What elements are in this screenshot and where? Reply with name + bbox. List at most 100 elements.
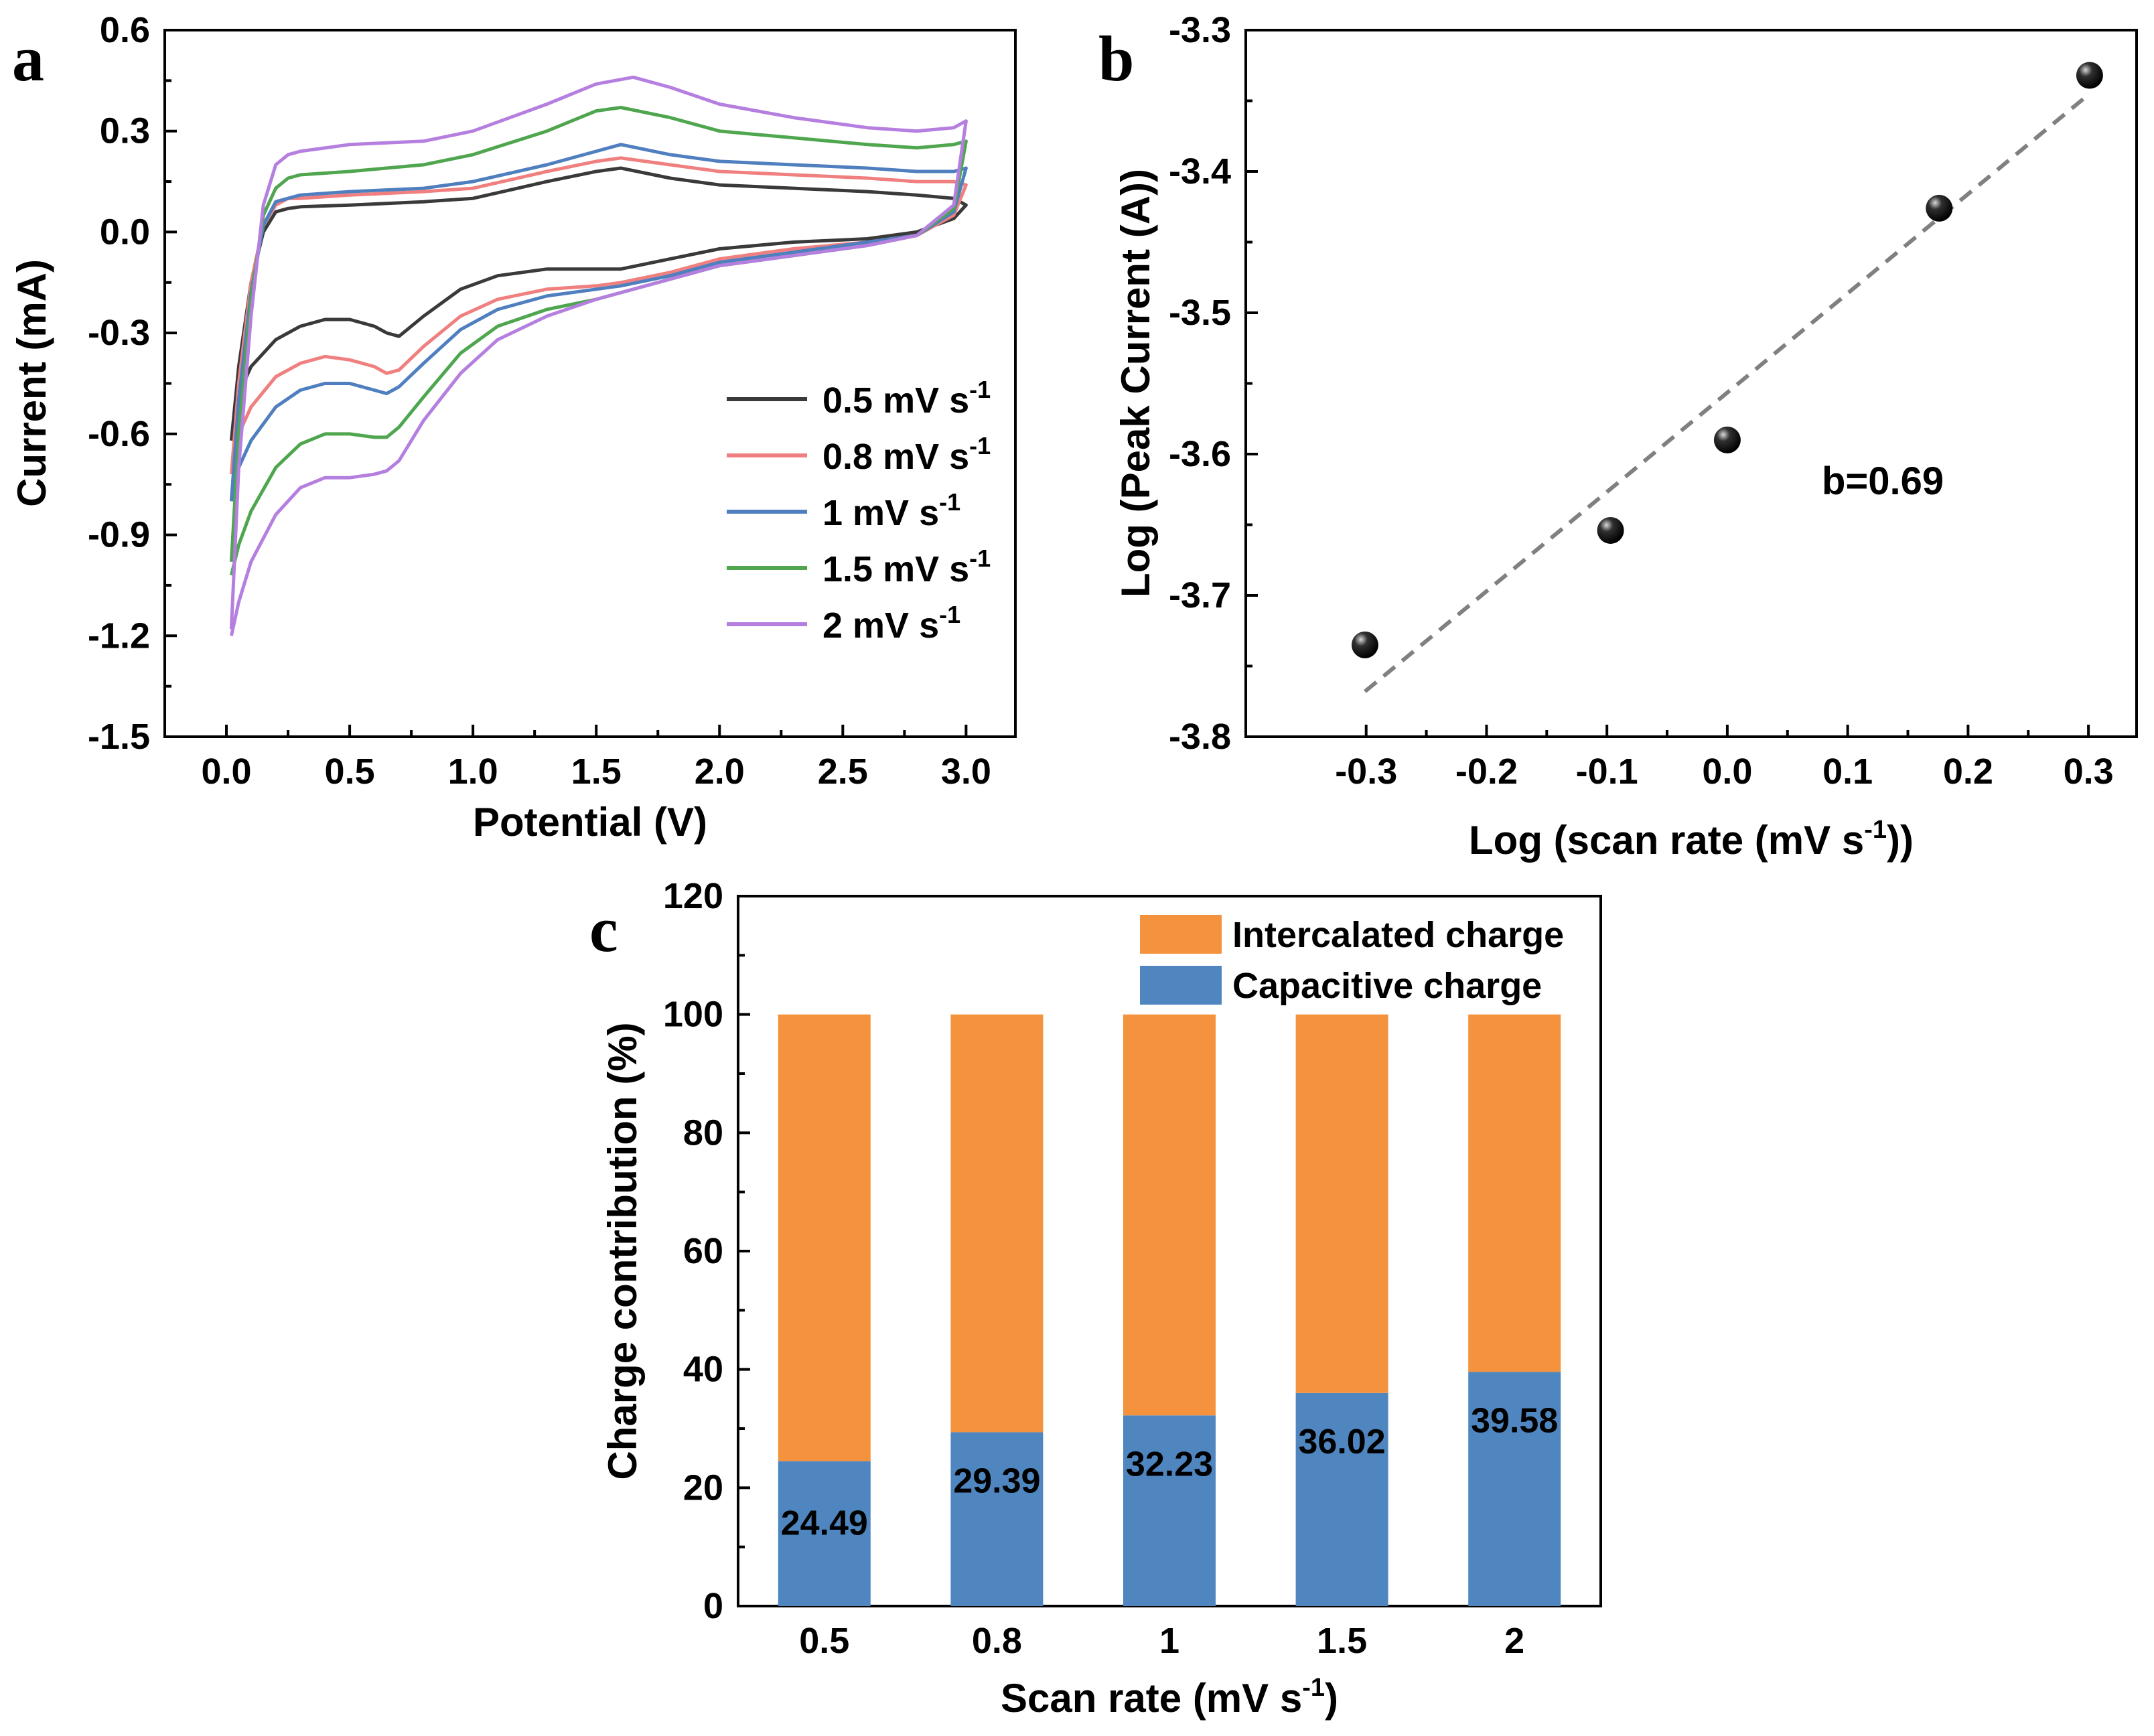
panel-c-bars: 24.49 29.39 32.23 36.02 39.58: [778, 1014, 1561, 1606]
panel-a-x-tick-label: 2.0: [695, 751, 745, 792]
panel-b-y-tick-label: -3.5: [1169, 293, 1231, 333]
panel-c-bar-capacitive: [1295, 1392, 1388, 1606]
panel-b-data-point: [1713, 426, 1741, 453]
panel-c-bar-intercalated: [1468, 1014, 1561, 1372]
panel-c-y-tick-label: 60: [683, 1231, 723, 1271]
panel-a-curves: [229, 75, 968, 636]
panel-c-bar-capacitive: [1468, 1372, 1561, 1606]
panel-b-data-point: [1597, 516, 1624, 544]
panel-c-ticks: 120 100 80 60 40 20 0 0.5 0.8 1 1.5 2: [663, 876, 1524, 1661]
panel-b-x-tick-label: -0.2: [1455, 751, 1518, 792]
panel-a-y-tick-label: 0.0: [100, 212, 150, 252]
panel-a-x-tick-label: 1.5: [571, 751, 622, 792]
panel-a-y-tick-label: -1.2: [88, 616, 150, 656]
panel-c-legend: Intercalated charge Capacitive charge: [1140, 915, 1564, 1006]
panel-b-y-tick-label: -3.6: [1169, 434, 1231, 474]
panel-b-x-tick-label: -0.3: [1335, 751, 1397, 792]
panel-c-x-axis-title-main: Scan rate (mV s: [1001, 1676, 1302, 1721]
panel-b-x-tick-label: -0.1: [1576, 751, 1638, 792]
panel-c-x-axis-title: Scan rate (mV s-1): [1001, 1674, 1338, 1721]
panel-b-x-axis-title-main: Log (scan rate (mV s: [1469, 818, 1864, 863]
panel-c-y-tick-label: 0: [703, 1586, 723, 1626]
panel-c-y-tick-label: 40: [683, 1350, 723, 1390]
panel-b-x-tick-label: 0.1: [1822, 751, 1873, 792]
panel-a-y-tick-label: -0.9: [88, 515, 150, 555]
panel-a-x-axis-title: Potential (V): [473, 800, 707, 845]
panel-c-x-axis-title-sup: -1: [1302, 1674, 1325, 1702]
panel-a-letter: a: [12, 23, 44, 94]
panel-c-y-tick-label: 80: [683, 1112, 723, 1153]
panel-c-letter: c: [589, 893, 618, 965]
panel-c-legend-swatch: [1140, 966, 1222, 1005]
panel-c-bar-intercalated: [950, 1014, 1044, 1433]
panel-c-x-tick-label: 1: [1159, 1621, 1179, 1661]
panel-b-x-axis-title: Log (scan rate (mV s-1)): [1469, 816, 1914, 863]
panel-c-bar-capacitive: [778, 1461, 871, 1606]
panel-a-x-tick-label: 0.0: [201, 751, 251, 792]
panel-c-data-label: 36.02: [1299, 1423, 1386, 1461]
panel-a-legend: 0.5 mV s-1 0.8 mV s-1 1 mV s-1 1.5 mV s-1 2 …: [727, 376, 991, 646]
panel-c-data-label: 32.23: [1126, 1445, 1213, 1484]
panel-c-x-tick-label: 0.8: [972, 1621, 1022, 1661]
panel-b-x-axis-title-end: )): [1887, 818, 1914, 863]
panel-a-x-tick-label: 0.5: [325, 751, 375, 792]
panel-c-y-axis-title: Charge contribution (%): [600, 1022, 645, 1479]
panel-b-data-point: [1926, 194, 1953, 222]
panel-a-y-tick-label: -0.3: [88, 313, 150, 353]
panel-c-legend-swatch: [1140, 915, 1222, 954]
panel-a-legend-label: 2 mV s-1: [822, 601, 960, 646]
panel-b-x-tick-label: 0.3: [2064, 751, 2114, 792]
panel-c-x-tick-label: 1.5: [1317, 1621, 1367, 1661]
panel-a-y-axis-title: Current (mA): [9, 259, 54, 507]
panel-b-log-fit: b -0.3 -0.2 -0.1 0.0 0.1 0.2 0.3 -3.3 -3.4 -3.5 -3…: [1098, 10, 2138, 863]
panel-b-b-value-annotation: b=0.69: [1822, 459, 1944, 503]
panel-c-bar-capacitive: [1123, 1415, 1216, 1606]
panel-b-letter: b: [1098, 23, 1134, 94]
panel-c-bar-intercalated: [778, 1014, 871, 1461]
panel-b-y-tick-label: -3.8: [1169, 717, 1231, 757]
panel-c-y-tick-label: 100: [663, 995, 723, 1035]
panel-c-x-tick-label: 2: [1504, 1621, 1524, 1661]
panel-c-y-tick-label: 120: [663, 876, 723, 916]
panel-c-bar-capacitive: [950, 1432, 1044, 1606]
panel-c-legend-label: Intercalated charge: [1232, 915, 1564, 955]
panel-a-x-tick-label: 2.5: [818, 751, 868, 792]
panel-b-fit-line: [1364, 92, 2091, 693]
panel-c-charge-contribution: c 120 100 80 60 40 20 0 0.5 0.8 1 1.5 2 24.49 29.39 3…: [589, 876, 1602, 1721]
panel-a-legend-label: 1.5 mV s-1: [822, 545, 991, 589]
panel-b-x-axis-title-sup: -1: [1864, 816, 1887, 844]
panel-b-x-tick-label: 0.0: [1702, 751, 1752, 792]
panel-b-ticks: -0.3 -0.2 -0.1 0.0 0.1 0.2 0.3 -3.3 -3.4 -3.5 -3.6…: [1169, 10, 2114, 792]
panel-a-y-tick-label: -0.6: [88, 414, 150, 454]
panel-a-ticks: 0.0 0.5 1.0 1.5 2.0 2.5 3.0 0.6 0.3 0.0 -0.3 -0.6 -0…: [88, 10, 991, 792]
panel-c-y-tick-label: 20: [683, 1467, 723, 1508]
panel-c-bar-intercalated: [1123, 1014, 1216, 1416]
panel-a-series-line: [229, 75, 968, 636]
panel-c-data-label: 39.58: [1471, 1401, 1558, 1440]
panel-b-y-axis-title: Log (Peak Current (A)): [1113, 169, 1158, 597]
panel-c-x-axis-title-end: ): [1325, 1676, 1338, 1721]
panel-a-x-tick-label: 3.0: [941, 751, 991, 792]
panel-a-y-tick-label: -1.5: [88, 717, 150, 757]
panel-c-legend-label: Capacitive charge: [1232, 966, 1542, 1006]
panel-b-x-tick-label: 0.2: [1943, 751, 1993, 792]
panel-b-plot: [1351, 62, 2103, 693]
panel-a-x-tick-label: 1.0: [448, 751, 498, 792]
panel-b-data-point: [2076, 62, 2103, 89]
panel-b-y-tick-label: -3.7: [1169, 575, 1231, 616]
panel-c-bar-intercalated: [1295, 1014, 1388, 1393]
panel-c-data-label: 24.49: [781, 1504, 868, 1543]
panel-a-cyclic-voltammetry: a 0.0 0.5 1.0 1.5 2.0 2.5 3.0 0.6 0.3 0.0 -0.3 -0.6…: [9, 10, 1017, 845]
panel-b-y-tick-label: -3.4: [1169, 151, 1231, 192]
panel-a-legend-label: 0.5 mV s-1: [822, 376, 991, 421]
panel-a-legend-label: 0.8 mV s-1: [822, 432, 991, 477]
panel-b-data-point: [1351, 631, 1378, 658]
panel-a-y-tick-label: 0.3: [100, 111, 150, 151]
panel-c-x-tick-label: 0.5: [799, 1621, 849, 1661]
panel-a-legend-label: 1 mV s-1: [822, 488, 960, 533]
panel-a-y-tick-label: 0.6: [100, 10, 150, 50]
panel-c-data-label: 29.39: [953, 1461, 1040, 1500]
panel-b-y-tick-label: -3.3: [1169, 10, 1231, 50]
panel-b-frame: [1244, 29, 2138, 738]
